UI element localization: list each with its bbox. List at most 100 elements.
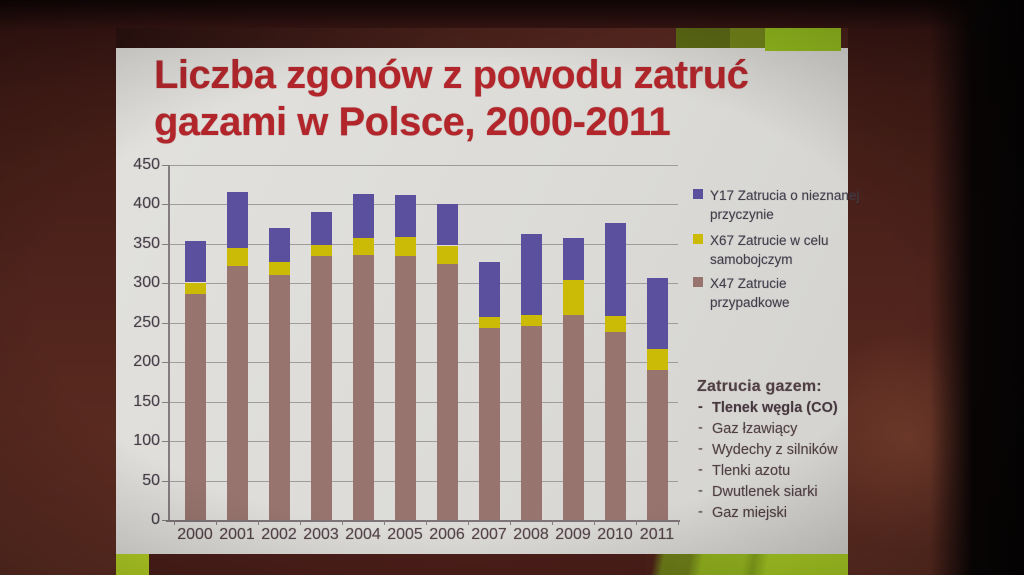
bar-segment (646, 348, 668, 371)
y-axis-tick (162, 243, 168, 245)
maroon-band (149, 554, 646, 575)
legend-item: X67 Zatrucie w celu samobojczym (693, 231, 861, 269)
x-axis-tick (342, 520, 343, 525)
legend-label: X67 Zatrucie w celu samobojczym (710, 231, 860, 269)
bar-segment (646, 277, 668, 349)
green-accent-block (676, 28, 730, 48)
slide-title: Liczba zgonów z powodu zatruć gazami w P… (154, 52, 834, 146)
y-axis-line (168, 165, 170, 520)
bar-segment (268, 228, 290, 262)
note-text: Tlenek węgla (CO) (712, 400, 838, 416)
note-heading: Zatrucia gazem: (697, 378, 847, 396)
slide-top-band (116, 28, 848, 48)
legend-color-swatch (693, 189, 703, 199)
x-axis-label: 2010 (593, 526, 637, 544)
gridline (168, 322, 678, 324)
y-axis-tick (162, 322, 168, 324)
x-axis-label: 2005 (383, 526, 427, 544)
y-axis-tick (162, 401, 168, 403)
y-axis-label: 50 (126, 472, 160, 490)
bar-segment (436, 264, 458, 520)
x-axis-tick (636, 520, 637, 525)
note-list-item: -Dwutlenek siarki (697, 483, 847, 502)
note-text: Dwutlenek siarki (712, 484, 818, 500)
gridline (168, 401, 678, 403)
bar-segment (184, 240, 206, 283)
bar-segment (562, 280, 584, 315)
note-list-item: -Tlenek węgla (CO) (697, 399, 847, 418)
x-axis-label: 2002 (257, 526, 301, 544)
x-axis-tick (216, 520, 217, 525)
x-axis-label: 2011 (635, 526, 679, 544)
gridline (168, 165, 678, 166)
stacked-bar-chart: 0501001502002503003504004502000200120022… (116, 28, 848, 554)
x-axis-label: 2007 (467, 526, 511, 544)
presentation-slide: Liczba zgonów z powodu zatruć gazami w P… (116, 28, 859, 554)
dash-bullet: - (698, 483, 703, 501)
bar-segment (520, 233, 542, 315)
bar-segment (394, 236, 416, 256)
dash-bullet: - (698, 462, 703, 480)
legend-item: Y17 Zatrucia o nieznanej przyczynie (693, 186, 861, 224)
bar-segment (226, 266, 248, 520)
gridline (168, 480, 678, 482)
x-axis-label: 2008 (509, 526, 553, 544)
bar-segment (436, 204, 458, 246)
y-axis-tick (162, 283, 168, 285)
photo-top-shadow (0, 0, 1024, 30)
bar-segment (184, 282, 206, 294)
bar-segment (268, 262, 290, 275)
y-axis-tick (162, 441, 168, 443)
bar-segment (646, 370, 668, 520)
note-text: Wydechy z silników (712, 442, 838, 458)
slide-title-line1: Liczba zgonów z powodu zatruć (154, 52, 834, 99)
note-text: Tlenki azotu (712, 463, 790, 479)
y-axis-label: 300 (126, 274, 160, 292)
bar-segment (352, 194, 374, 238)
bar-segment (478, 327, 500, 520)
x-axis-tick (678, 520, 679, 525)
gridline (168, 362, 678, 364)
bar-segment (478, 262, 500, 318)
x-axis-tick (426, 520, 427, 525)
green-accent-block (765, 28, 841, 51)
y-axis-label: 200 (126, 353, 160, 371)
x-axis-tick (258, 520, 259, 525)
bar-segment (352, 254, 374, 520)
bar-segment (520, 325, 542, 520)
note-list-item: -Wydechy z silników (697, 441, 847, 460)
x-axis-label: 2006 (425, 526, 469, 544)
legend-color-swatch (693, 277, 703, 287)
slide-title-line2: gazami w Polsce, 2000-2011 (154, 99, 834, 146)
gridline (168, 243, 678, 245)
x-axis-tick (594, 520, 595, 525)
x-axis-tick (510, 520, 511, 525)
bar-segment (226, 247, 248, 266)
y-axis-label: 350 (126, 235, 160, 253)
x-axis-label: 2000 (173, 526, 217, 544)
x-axis-label: 2004 (341, 526, 385, 544)
gridline (168, 441, 678, 443)
bar-segment (604, 223, 626, 316)
bar-segment (604, 332, 626, 520)
x-axis-line (166, 520, 680, 522)
photo-black-edge (930, 0, 1024, 575)
bar-segment (604, 315, 626, 333)
slide-bottom-band (116, 552, 848, 575)
bar-segment (352, 237, 374, 255)
y-axis-tick (162, 165, 168, 166)
dash-bullet: - (698, 504, 703, 522)
note-list-item: -Tlenki azotu (697, 462, 847, 481)
bar-segment (226, 191, 248, 248)
y-axis-label: 400 (126, 195, 160, 213)
legend-color-swatch (693, 234, 703, 244)
gas-types-note: Zatrucia gazem: -Tlenek węgla (CO)-Gaz ł… (697, 378, 847, 522)
note-list: -Tlenek węgla (CO)-Gaz łzawiący-Wydechy … (697, 399, 847, 523)
gridline (168, 283, 678, 285)
gridline (168, 204, 678, 206)
x-axis-label: 2001 (215, 526, 259, 544)
y-axis-tick (162, 204, 168, 206)
note-text: Gaz miejski (712, 505, 787, 521)
bar-segment (436, 245, 458, 265)
bar-segment (310, 212, 332, 245)
